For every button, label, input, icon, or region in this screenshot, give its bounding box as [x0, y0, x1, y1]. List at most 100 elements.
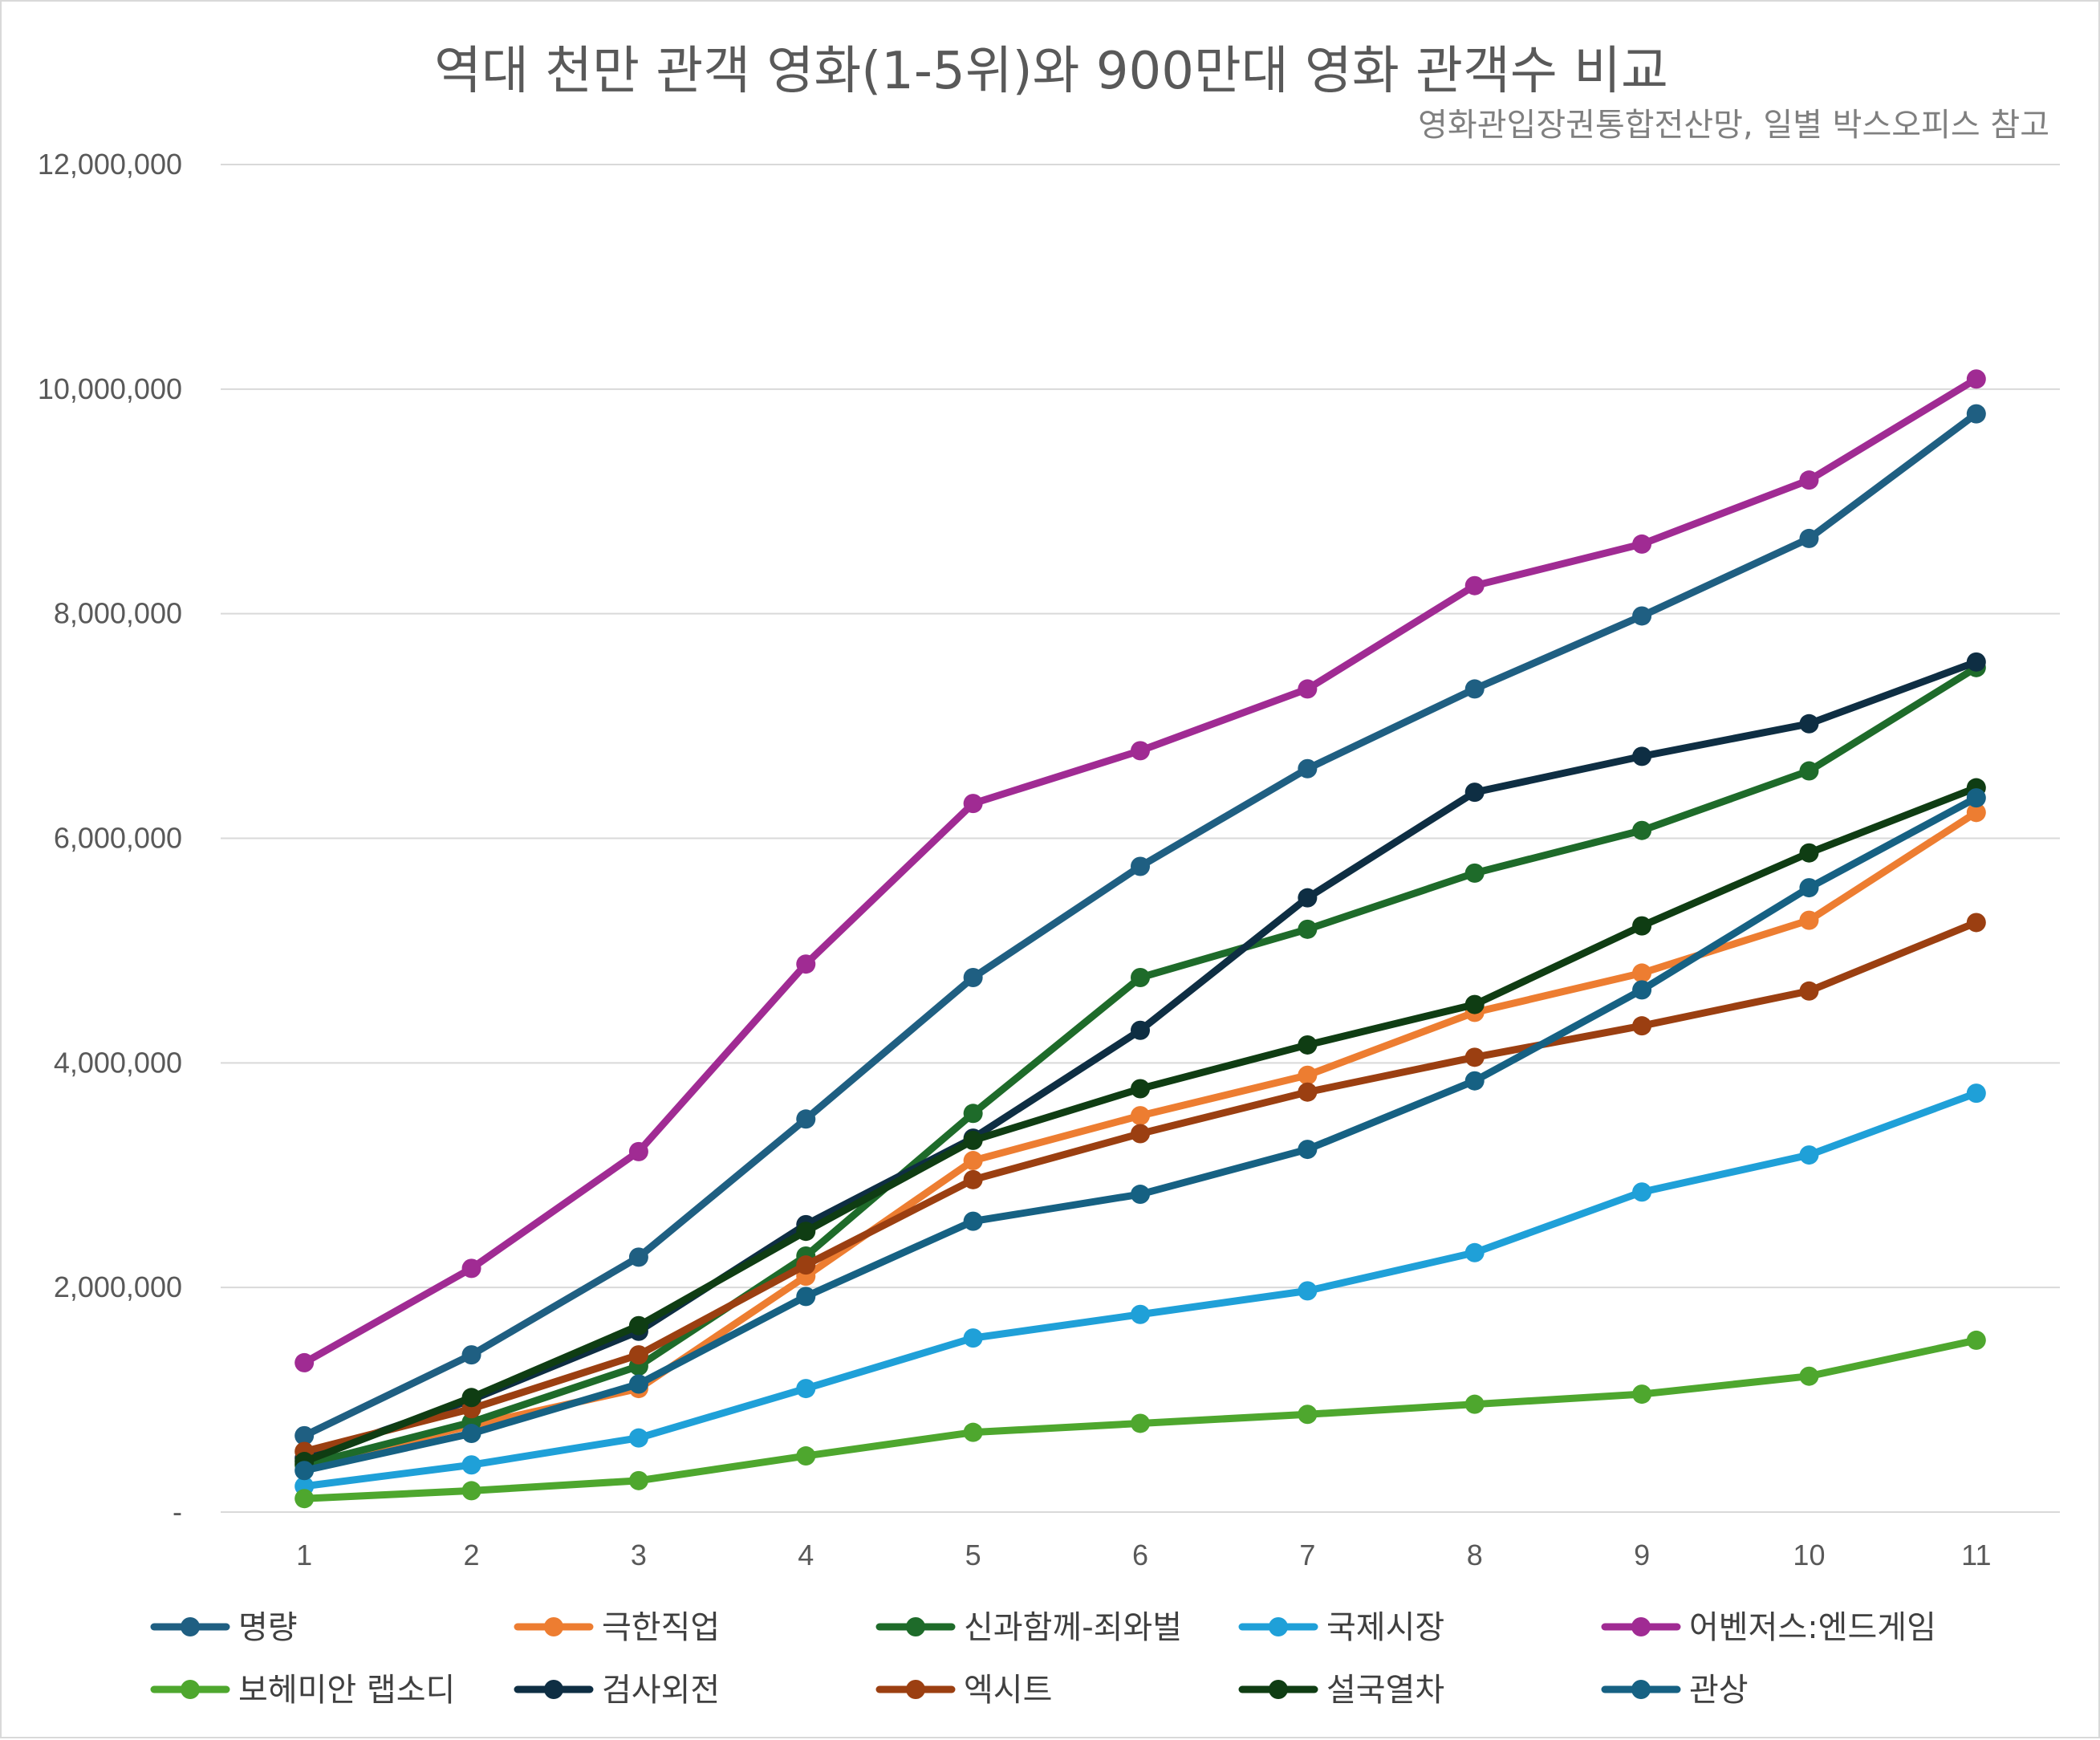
legend-marker — [181, 1680, 200, 1699]
data-point — [1298, 758, 1318, 779]
data-point — [1799, 843, 1819, 863]
legend-marker — [1631, 1680, 1651, 1699]
data-point — [1464, 863, 1485, 883]
data-point — [1298, 1405, 1318, 1425]
data-point — [294, 1425, 315, 1445]
data-point — [1632, 746, 1652, 766]
y-tick-label: 10,000,000 — [38, 372, 182, 405]
data-point — [1966, 1083, 1986, 1104]
legend-label: 명량 — [238, 1609, 298, 1646]
legend-item: 보헤미안 랩소디 — [150, 1672, 455, 1709]
data-point — [1298, 679, 1318, 699]
data-point — [1298, 1065, 1318, 1085]
data-point — [1799, 713, 1819, 734]
data-point — [294, 1352, 315, 1372]
legend-item: 극한직업 — [514, 1609, 720, 1646]
data-point — [963, 1130, 983, 1150]
x-tick-label: 5 — [965, 1539, 981, 1571]
legend-marker — [906, 1680, 925, 1699]
legend-item: 엑시트 — [875, 1672, 1052, 1709]
data-point — [963, 1151, 983, 1171]
data-point — [796, 1287, 816, 1307]
data-point — [963, 1104, 983, 1124]
data-point — [963, 967, 983, 987]
data-point — [1799, 470, 1819, 490]
data-point — [1966, 1330, 1986, 1350]
x-tick-label: 10 — [1793, 1539, 1825, 1571]
data-point — [1131, 967, 1150, 987]
data-point — [1131, 1079, 1150, 1099]
data-point — [628, 1141, 648, 1161]
y-axis-ticks: - 2,000,000 4,000,000 6,000,000 8,000,000 10,… — [38, 148, 182, 1528]
y-tick-label: 12,000,000 — [38, 148, 182, 181]
series-6 — [294, 1330, 1986, 1509]
series-3 — [294, 657, 1986, 1475]
legend-marker — [544, 1617, 563, 1636]
data-point — [1632, 534, 1652, 554]
data-point — [1632, 916, 1652, 936]
legend-item: 국제시장 — [1238, 1609, 1444, 1646]
data-point — [1298, 919, 1318, 939]
data-point — [1131, 1124, 1150, 1144]
series-1 — [294, 404, 1986, 1445]
data-point — [1966, 913, 1986, 933]
legend-label: 보헤미안 랩소디 — [238, 1672, 455, 1709]
legend-item: 신과함께-죄와벌 — [875, 1609, 1182, 1646]
series-5 — [294, 369, 1986, 1372]
data-point — [1464, 1394, 1485, 1414]
data-point — [1464, 783, 1485, 803]
data-point — [1298, 1082, 1318, 1102]
legend-marker — [1631, 1617, 1651, 1636]
x-axis-ticks: 1 2 3 4 5 6 7 8 9 10 11 — [296, 1539, 1991, 1571]
series-4 — [294, 1083, 1986, 1496]
series-line — [300, 410, 1980, 1440]
data-point — [461, 1424, 481, 1444]
series-lines — [294, 369, 1986, 1509]
x-tick-label: 8 — [1467, 1539, 1483, 1571]
series-7 — [294, 652, 1986, 1468]
data-point — [963, 1422, 983, 1442]
x-tick-label: 6 — [1132, 1539, 1148, 1571]
x-tick-label: 3 — [631, 1539, 647, 1571]
data-point — [1131, 741, 1150, 761]
legend-marker — [1269, 1617, 1288, 1636]
data-point — [628, 1428, 648, 1448]
data-point — [796, 1379, 816, 1399]
legend-item: 검사외전 — [514, 1672, 720, 1709]
legend-marker — [181, 1617, 200, 1636]
data-point — [1799, 878, 1819, 898]
data-point — [1298, 1140, 1318, 1160]
data-point — [1464, 1047, 1485, 1067]
data-point — [628, 1247, 648, 1267]
x-tick-label: 2 — [464, 1539, 480, 1571]
data-point — [1799, 981, 1819, 1001]
data-point — [461, 1455, 481, 1475]
data-point — [1966, 803, 1986, 823]
data-point — [1966, 369, 1986, 389]
legend-item: 설국열차 — [1238, 1672, 1444, 1709]
data-point — [1131, 1106, 1150, 1126]
y-tick-label: 4,000,000 — [54, 1046, 182, 1079]
data-point — [628, 1470, 648, 1490]
legend-label: 극한직업 — [602, 1609, 720, 1646]
data-point — [294, 1489, 315, 1509]
data-point — [461, 1258, 481, 1279]
data-point — [1464, 1242, 1485, 1262]
series-10 — [294, 788, 1986, 1481]
data-point — [1966, 788, 1986, 808]
data-point — [963, 794, 983, 814]
data-point — [461, 1345, 481, 1365]
legend-label: 신과함께-죄와벌 — [964, 1609, 1182, 1646]
data-point — [796, 1222, 816, 1242]
legend-item: 어벤저스:엔드게임 — [1601, 1609, 1936, 1646]
data-point — [628, 1374, 648, 1394]
data-point — [294, 1461, 315, 1481]
data-point — [1464, 679, 1485, 699]
data-point — [1464, 575, 1485, 596]
data-point — [1799, 910, 1819, 930]
data-point — [1298, 888, 1318, 908]
data-point — [1966, 652, 1986, 672]
